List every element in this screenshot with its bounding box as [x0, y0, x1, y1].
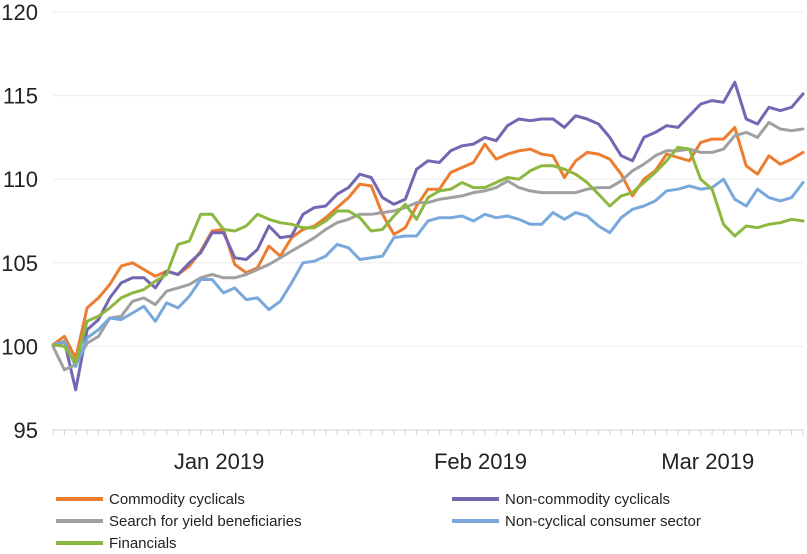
series-line-non-commodity-cyclicals [51, 80, 805, 392]
x-tick-label: Mar 2019 [661, 449, 754, 474]
y-axis: 95 100 105 110 115 120 [1, 0, 38, 443]
series-lines [51, 80, 805, 392]
legend-label: Non-cyclical consumer sector [505, 513, 701, 530]
y-tick-label: 100 [1, 334, 38, 359]
y-tick-label: 110 [3, 167, 38, 192]
legend-label: Commodity cyclicals [109, 491, 245, 508]
legend: Commodity cyclicals Non-commodity cyclica… [56, 491, 701, 552]
x-tick-label: Feb 2019 [434, 449, 527, 474]
legend-label: Search for yield beneficiaries [109, 513, 302, 530]
y-tick-label: 105 [1, 251, 38, 276]
y-tick-label: 120 [1, 0, 38, 25]
legend-label: Non-commodity cyclicals [505, 491, 670, 508]
series-line-non-cyclical-consumer-sector [51, 177, 805, 368]
x-tick-label: Jan 2019 [174, 449, 265, 474]
legend-label: Financials [109, 535, 177, 552]
y-tick-label: 95 [14, 418, 38, 443]
x-axis: Jan 2019 Feb 2019 Mar 2019 [52, 429, 804, 474]
series-line-financials [51, 145, 805, 365]
y-tick-label: 115 [3, 84, 38, 109]
series-line-search-for-yield-beneficiaries [51, 120, 805, 372]
gridlines [53, 11, 803, 347]
